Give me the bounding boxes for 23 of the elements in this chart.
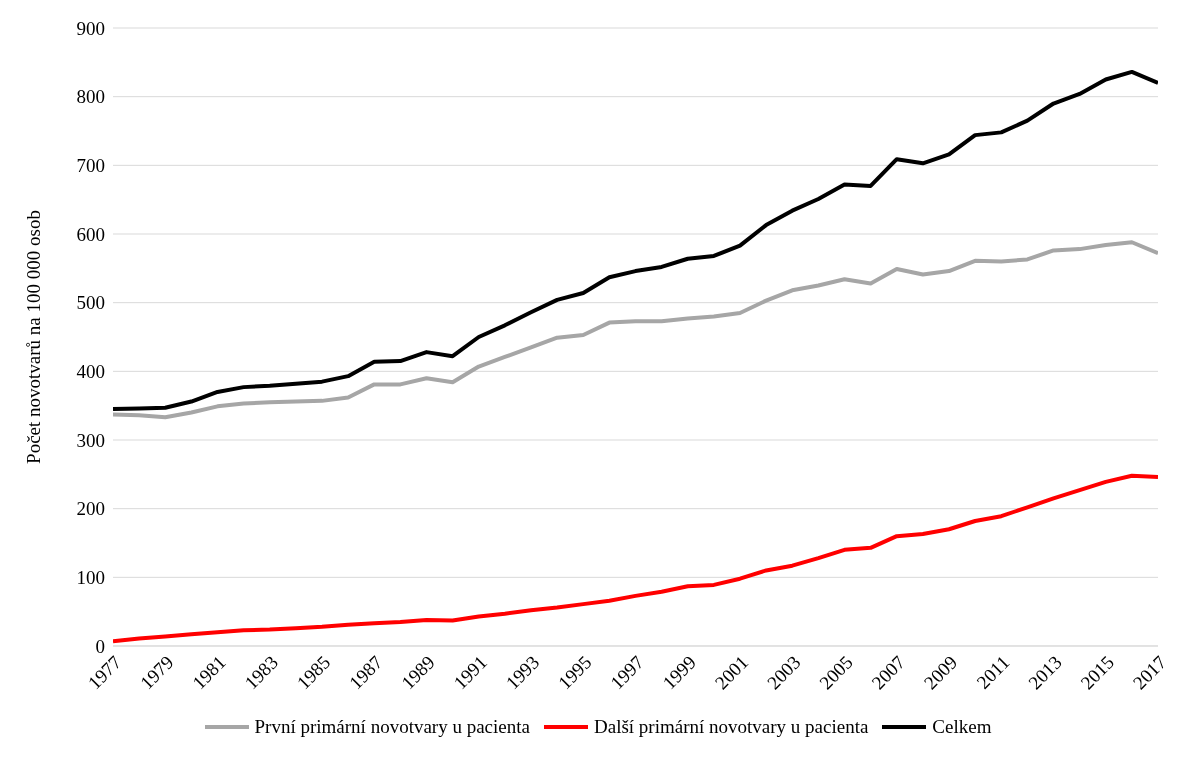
y-tick-label: 600 <box>76 223 105 245</box>
x-tick-label: 1979 <box>135 651 178 694</box>
legend-label: První primární novotvary u pacienta <box>254 716 530 738</box>
y-tick-label: 100 <box>76 567 105 589</box>
y-tick-label: 0 <box>95 635 105 657</box>
x-tick-label: 1993 <box>501 651 544 694</box>
y-tick-label: 500 <box>76 292 105 314</box>
x-tick-label: 1991 <box>449 651 492 694</box>
y-axis-title: Počet novotvarů na 100 000 osob <box>22 210 44 464</box>
x-tick-label: 1981 <box>188 651 230 694</box>
legend-label: Celkem <box>932 716 992 738</box>
y-tick-label: 800 <box>76 86 105 108</box>
y-tick-label: 200 <box>76 498 105 520</box>
line-series <box>113 240 1158 420</box>
y-tick-label: 700 <box>76 155 105 177</box>
y-tick-label: 400 <box>76 361 105 383</box>
y-tick-label: 900 <box>76 17 105 39</box>
y-tick-label: 300 <box>76 429 105 451</box>
x-tick-label: 1989 <box>397 651 439 694</box>
line-series <box>113 473 1158 644</box>
legend-label: Další primární novotvary u pacienta <box>593 716 869 738</box>
line-series <box>113 69 1158 412</box>
x-tick-label: 1999 <box>658 651 701 694</box>
